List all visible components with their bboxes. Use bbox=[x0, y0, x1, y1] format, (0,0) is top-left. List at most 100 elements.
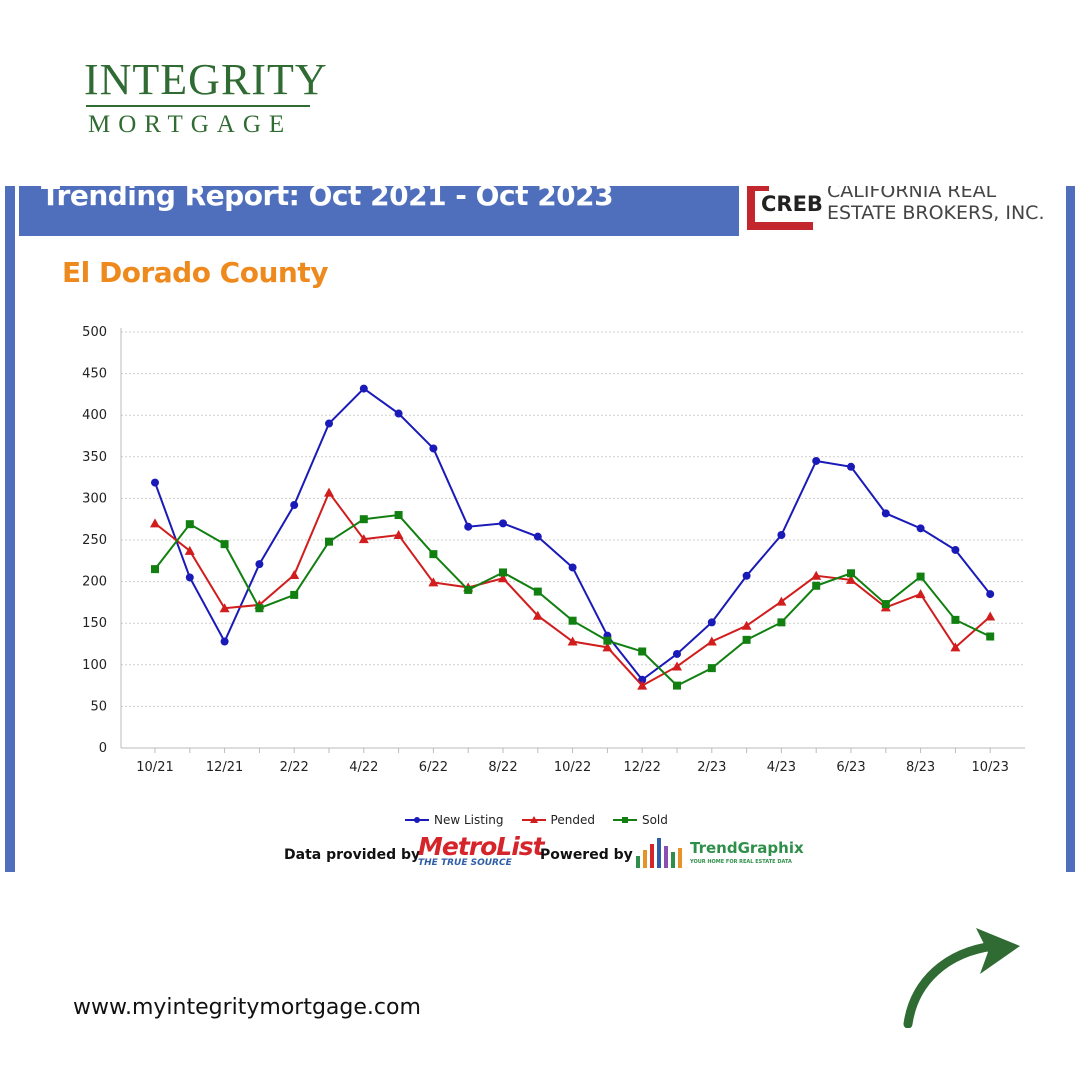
y-tick-label: 400 bbox=[82, 408, 107, 423]
creb-mark: CREB bbox=[747, 186, 823, 230]
data-point-pended bbox=[184, 545, 195, 555]
data-point-new-listing bbox=[777, 531, 786, 540]
data-point-sold bbox=[707, 664, 716, 673]
data-point-pended bbox=[498, 573, 508, 583]
data-point-new-listing bbox=[533, 532, 542, 541]
data-point-sold bbox=[916, 572, 925, 581]
y-tick-label: 0 bbox=[99, 741, 107, 756]
data-point-new-listing bbox=[325, 419, 333, 428]
x-tick-label: 4/22 bbox=[349, 760, 378, 775]
data-point-new-listing bbox=[916, 524, 925, 533]
powered-by-label: Powered by bbox=[540, 847, 633, 863]
trending-report-image: Trending Report: Oct 2021 - Oct 2023 CRE… bbox=[5, 186, 1075, 872]
x-tick-label: 10/23 bbox=[971, 760, 1008, 775]
y-tick-label: 250 bbox=[82, 533, 107, 548]
legend-label: Sold bbox=[641, 813, 668, 827]
data-point-pended bbox=[289, 569, 300, 579]
y-tick-label: 50 bbox=[90, 699, 107, 714]
report-banner: Trending Report: Oct 2021 - Oct 2023 bbox=[19, 186, 743, 236]
data-point-sold bbox=[568, 616, 577, 625]
legend-item-new-listing: New Listing bbox=[405, 812, 504, 828]
y-tick-label: 300 bbox=[82, 491, 107, 506]
x-tick-label: 8/23 bbox=[906, 760, 935, 775]
legend-label: New Listing bbox=[434, 813, 504, 827]
data-provided-label: Data provided by bbox=[284, 847, 421, 863]
y-tick-label: 450 bbox=[82, 367, 107, 382]
series-line-sold bbox=[154, 513, 991, 687]
data-point-sold bbox=[429, 550, 438, 559]
data-point-new-listing bbox=[986, 590, 995, 599]
data-point-sold bbox=[986, 632, 995, 641]
data-point-sold bbox=[673, 681, 681, 690]
y-tick-label: 350 bbox=[82, 450, 107, 465]
data-point-sold bbox=[359, 515, 368, 524]
data-point-pended bbox=[324, 487, 334, 497]
data-point-pended bbox=[741, 620, 752, 630]
data-point-new-listing bbox=[707, 618, 716, 627]
legend-item-pended: Pended bbox=[521, 812, 595, 828]
data-point-sold bbox=[951, 615, 960, 624]
x-tick-label: 12/21 bbox=[206, 760, 243, 775]
data-point-sold bbox=[742, 635, 751, 644]
data-point-sold bbox=[464, 585, 473, 594]
integrity-mortgage-logo: INTEGRITY MORTGAGE bbox=[84, 58, 327, 138]
data-point-sold bbox=[603, 636, 612, 645]
data-point-sold bbox=[255, 604, 264, 613]
county-title: El Dorado County bbox=[62, 256, 328, 289]
data-point-pended bbox=[150, 518, 160, 528]
data-point-sold bbox=[812, 581, 821, 590]
data-point-new-listing bbox=[638, 675, 647, 684]
data-point-new-listing bbox=[151, 478, 159, 487]
chart-legend: New Listing Pended Sold bbox=[405, 812, 668, 828]
x-tick-label: 8/22 bbox=[488, 760, 517, 775]
data-point-pended bbox=[393, 530, 404, 540]
data-credits: Data provided by MetroList THE TRUE SOUR… bbox=[284, 832, 814, 872]
data-point-new-listing bbox=[359, 384, 368, 393]
data-point-new-listing bbox=[220, 637, 229, 646]
y-tick-label: 150 bbox=[82, 616, 107, 631]
x-tick-label: 6/23 bbox=[836, 760, 865, 775]
series-line-pended bbox=[154, 490, 991, 687]
legend-item-sold: Sold bbox=[612, 812, 668, 828]
data-point-new-listing bbox=[847, 462, 855, 471]
data-point-pended bbox=[846, 574, 856, 584]
data-point-pended bbox=[706, 636, 717, 646]
legend-swatch bbox=[405, 817, 429, 823]
report-title: Trending Report: Oct 2021 - Oct 2023 bbox=[41, 186, 614, 212]
data-point-new-listing bbox=[742, 571, 751, 580]
data-point-pended bbox=[915, 589, 926, 599]
data-point-pended bbox=[672, 661, 682, 671]
data-point-new-listing bbox=[812, 456, 821, 465]
metrolist-logo: MetroList bbox=[418, 832, 545, 861]
creb-mark-text: CREB bbox=[761, 192, 823, 216]
data-point-new-listing bbox=[881, 509, 890, 518]
creb-company-name: CALIFORNIA REAL ESTATE BROKERS, INC. bbox=[827, 186, 1045, 224]
y-tick-label: 200 bbox=[82, 575, 107, 590]
x-tick-label: 4/23 bbox=[767, 760, 796, 775]
data-point-sold bbox=[220, 540, 229, 549]
data-point-new-listing bbox=[429, 444, 438, 453]
data-point-pended bbox=[219, 603, 230, 613]
data-point-pended bbox=[776, 596, 787, 606]
data-point-pended bbox=[532, 610, 543, 620]
data-point-sold bbox=[290, 590, 299, 599]
data-point-sold bbox=[847, 569, 855, 578]
data-point-pended bbox=[637, 680, 648, 690]
data-point-pended bbox=[811, 570, 822, 580]
x-tick-label: 12/22 bbox=[623, 760, 660, 775]
x-tick-label: 2/22 bbox=[280, 760, 309, 775]
data-point-pended bbox=[950, 642, 961, 652]
report-border-right bbox=[1066, 186, 1075, 872]
data-point-new-listing bbox=[394, 409, 403, 418]
legend-swatch bbox=[612, 817, 637, 823]
data-point-sold bbox=[185, 520, 194, 529]
trend-line-chart: 0 50 100 150 200 250 300 350 400 450 500 10/21 12/21… bbox=[82, 325, 1025, 775]
data-point-sold bbox=[325, 537, 333, 546]
data-point-new-listing bbox=[464, 522, 473, 531]
data-point-new-listing bbox=[255, 560, 264, 569]
data-point-pended bbox=[985, 611, 996, 621]
data-point-new-listing bbox=[673, 649, 681, 658]
data-point-new-listing bbox=[568, 563, 577, 572]
series-line-new-listing bbox=[154, 387, 991, 682]
logo-wordmark-bottom: MORTGAGE bbox=[88, 111, 293, 138]
